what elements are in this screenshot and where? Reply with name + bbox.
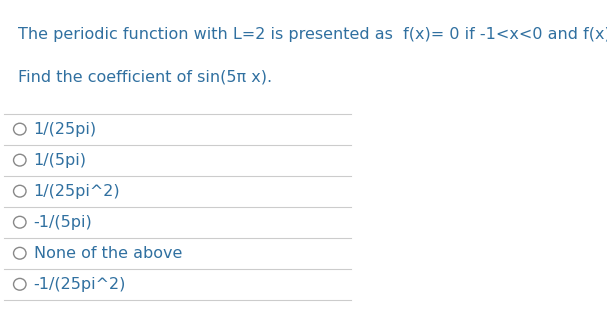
Text: 1/(5pi): 1/(5pi) bbox=[33, 153, 87, 168]
Text: The periodic function with L=2 is presented as  f(x)= 0 if -1<x<0 and f(x)= x if: The periodic function with L=2 is presen… bbox=[18, 27, 607, 42]
Text: Find the coefficient of sin(5π x).: Find the coefficient of sin(5π x). bbox=[18, 69, 272, 84]
Text: 1/(25pi): 1/(25pi) bbox=[33, 122, 97, 137]
Text: -1/(5pi): -1/(5pi) bbox=[33, 215, 92, 230]
Text: None of the above: None of the above bbox=[33, 246, 182, 261]
Text: -1/(25pi^2): -1/(25pi^2) bbox=[33, 277, 126, 292]
Text: 1/(25pi^2): 1/(25pi^2) bbox=[33, 184, 120, 199]
